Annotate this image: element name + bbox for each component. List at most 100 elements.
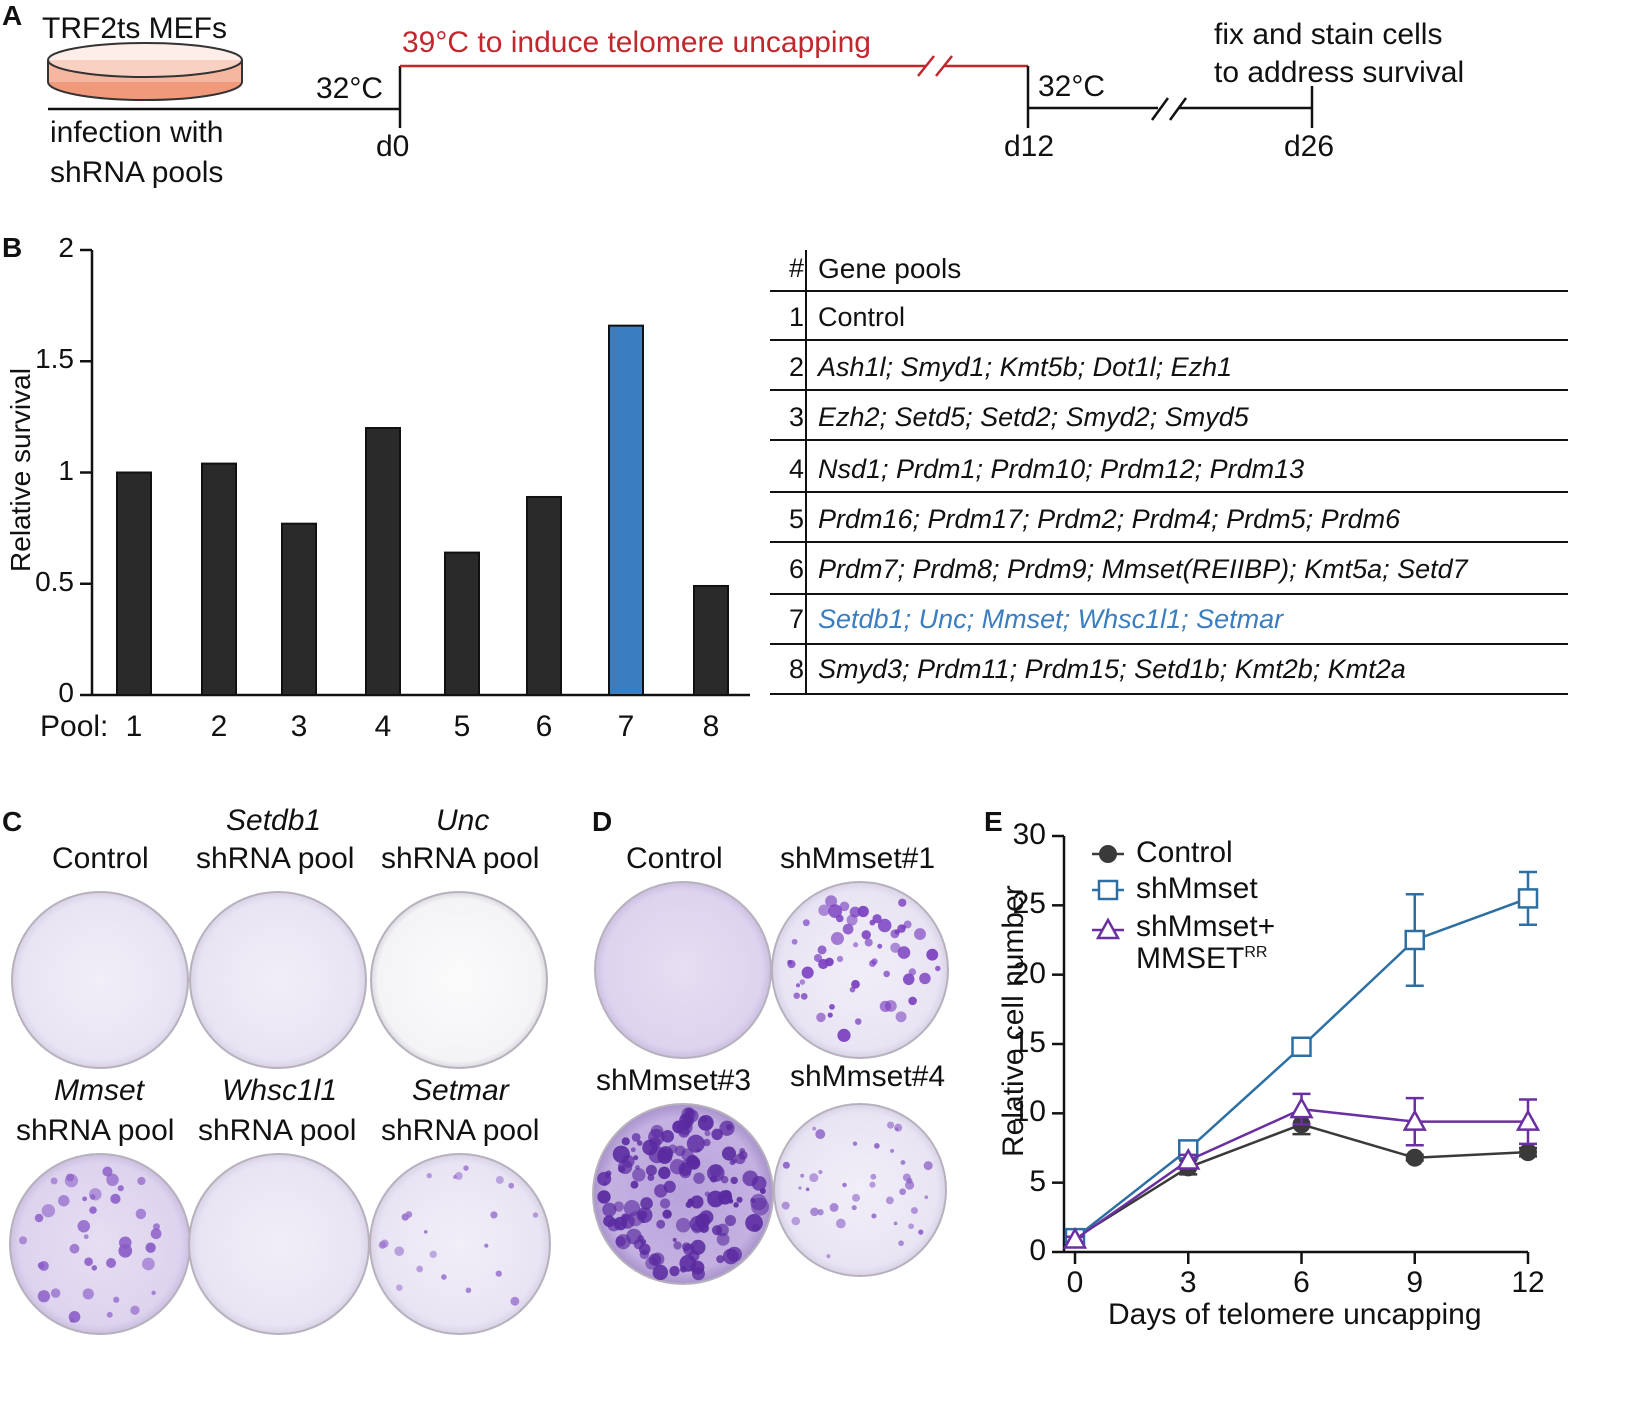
colony-dot	[781, 1201, 790, 1210]
bar-chart-ytick-label: 0.5	[35, 565, 74, 597]
colony-dot	[704, 1130, 711, 1137]
colony-dot	[58, 1195, 70, 1207]
colony-dot	[782, 1161, 790, 1169]
bar-chart-ytick-label: 1.5	[35, 343, 74, 375]
bar-pool-2	[201, 462, 237, 696]
colony-dot	[734, 1153, 746, 1165]
colony-dot	[870, 1173, 877, 1180]
plate-c-whsc1l1	[188, 1153, 370, 1335]
table-row-num: 8	[788, 654, 804, 684]
series-square	[1064, 870, 1539, 1249]
colony-dot	[871, 1213, 877, 1219]
petri-dish-icon	[47, 42, 243, 101]
colony-dot	[813, 954, 823, 963]
colony-dot	[426, 1173, 432, 1179]
colony-dot	[135, 1208, 147, 1220]
colony-dot	[490, 1211, 498, 1219]
colony-dot	[66, 1173, 75, 1182]
colony-dot	[716, 1232, 730, 1246]
plate-d-shmmset3	[592, 1103, 774, 1285]
colony-dot	[817, 945, 827, 955]
bar-chart-xtick-label: 2	[210, 710, 228, 743]
infection-label-2: shRNA pools	[50, 156, 224, 189]
colony-dot	[704, 1191, 711, 1197]
colony-dot	[84, 1257, 93, 1266]
colony-dot	[885, 1196, 894, 1205]
colony-dot	[812, 1126, 817, 1131]
colony-dot	[818, 904, 830, 916]
line-chart-ytick-label: 0	[1029, 1234, 1046, 1267]
plate-d-shmmset4	[773, 1103, 947, 1277]
colony-dot	[919, 972, 931, 985]
colony-dot	[826, 1254, 831, 1259]
colony-dot	[861, 930, 871, 940]
infection-label-1: infection with	[50, 116, 224, 149]
colony-dot	[732, 1158, 737, 1164]
colony-dot	[895, 1011, 907, 1023]
colony-dot	[626, 1228, 642, 1245]
legend-rescue-sup: RR	[1244, 944, 1268, 961]
table-row-genes: Control	[818, 302, 906, 332]
colony-dot	[633, 1155, 639, 1161]
colony-dot	[828, 904, 843, 919]
colony-dot	[597, 1190, 611, 1204]
data-point	[1289, 1096, 1314, 1119]
colony-dot	[663, 1180, 676, 1193]
colony-dot	[857, 905, 869, 918]
colony-dot	[830, 932, 844, 946]
colony-dot	[829, 1003, 835, 1010]
cells-label: TRF2ts MEFs	[42, 12, 227, 45]
table-row-num: 3	[788, 402, 804, 432]
bar-pool-7	[608, 324, 644, 696]
colony-dot	[827, 1012, 833, 1018]
table-header-num: #	[788, 253, 804, 283]
panel-letter-b: B	[2, 232, 23, 263]
table-header-pools: Gene pools	[818, 253, 962, 284]
colony-dot	[854, 1018, 862, 1025]
colony-dot	[416, 1265, 424, 1273]
colony-dot	[836, 955, 844, 963]
plate-label-setdb1-gene: Setdb1	[226, 804, 322, 837]
colony-dot	[672, 1237, 677, 1243]
plate-c-unc	[370, 891, 548, 1069]
colony-dot	[717, 1190, 733, 1205]
day0-label: d0	[376, 130, 410, 163]
colony-dot	[50, 1177, 58, 1185]
table-row-num: 4	[788, 454, 804, 484]
colony-dot	[636, 1140, 643, 1146]
colony-dot	[510, 1296, 520, 1306]
colony-dot	[711, 1128, 723, 1141]
legend	[1092, 845, 1124, 940]
line-chart-ytick-label: 15	[1012, 1026, 1046, 1059]
table-row-num: 2	[788, 352, 804, 382]
colony-dot	[640, 1197, 653, 1210]
colony-dot	[791, 1216, 801, 1226]
colony-dot	[495, 1270, 502, 1277]
data-point	[1404, 929, 1425, 951]
plate-d-control	[594, 881, 772, 1059]
table-row-genes: Setdb1; Unc; Mmset; Whsc1l1; Setmar	[818, 604, 1284, 634]
colony-dot	[935, 965, 941, 972]
colony-dot	[142, 1257, 155, 1271]
colony-dot	[805, 1187, 810, 1192]
bar-chart	[80, 248, 750, 697]
colony-dot	[825, 895, 838, 908]
colony-dot	[719, 1120, 735, 1136]
colony-dot	[894, 1123, 903, 1132]
series-line	[1074, 1123, 1529, 1240]
colony-dot	[621, 1137, 630, 1146]
colony-dot	[38, 1260, 49, 1271]
plate-c-mmset	[9, 1153, 191, 1335]
line-chart-ytick-label: 30	[1012, 818, 1046, 851]
plate-label-mmset-pool: shRNA pool	[16, 1114, 175, 1147]
data-point	[1176, 1147, 1201, 1170]
plate-d-label-sh1: shMmset#1	[780, 842, 936, 875]
colony-dot	[465, 1287, 472, 1294]
colony-dot	[887, 1121, 895, 1129]
colony-dot	[837, 1028, 851, 1042]
colony-dot	[908, 1223, 915, 1230]
legend-shmmset-marker	[1097, 879, 1119, 901]
colony-dot	[423, 1230, 428, 1234]
colony-dot	[852, 1141, 858, 1146]
colony-dot	[394, 1246, 405, 1257]
